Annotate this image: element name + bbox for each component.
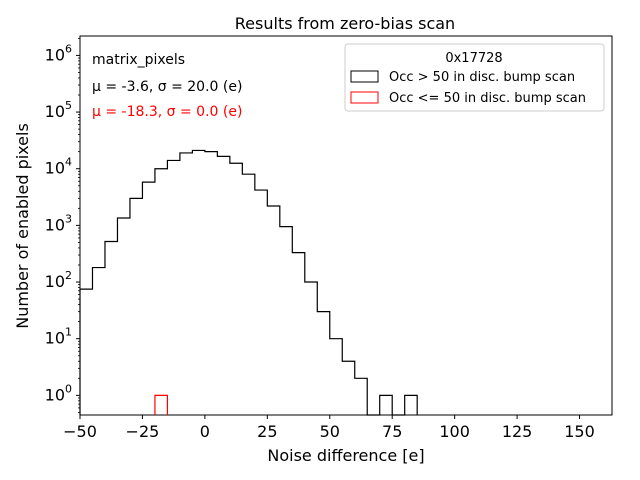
x-tick-label: 75: [382, 422, 402, 441]
histogram-bin: [405, 395, 417, 415]
histogram-bin: [167, 160, 179, 415]
y-tick-label: 104: [45, 156, 72, 178]
legend-title: 0x17728: [445, 51, 502, 66]
legend-swatch-red: [350, 91, 379, 104]
series-outline: [79, 149, 418, 416]
histogram-bin: [230, 163, 242, 415]
x-tick-label: −25: [126, 422, 160, 441]
histogram-bin: [355, 378, 367, 415]
x-tick-label: 125: [502, 422, 533, 441]
x-tick-label: 150: [564, 422, 595, 441]
histogram-bin: [192, 150, 204, 415]
y-axis: 100 101 102 103 104 105 106: [45, 37, 80, 413]
x-tick-label: 0: [200, 422, 210, 441]
histogram-bin: [342, 361, 354, 415]
series-occ-below-50: [154, 394, 169, 415]
histogram-bin: [92, 268, 104, 415]
histogram-bin: [80, 289, 92, 415]
histogram-bin: [305, 282, 317, 415]
x-tick-label: 25: [257, 422, 277, 441]
legend-label-black: Occ > 50 in disc. bump scan: [389, 70, 575, 85]
y-tick-label: 101: [45, 326, 72, 348]
y-tick-label: 102: [45, 269, 72, 291]
y-tick-label: 100: [45, 382, 72, 404]
histogram-bin: [155, 395, 167, 415]
stats-black-annotation: μ = -3.6, σ = 20.0 (e): [92, 79, 242, 95]
histogram-bin: [292, 253, 304, 415]
histogram-bin: [217, 156, 229, 415]
stats-red-annotation: μ = -18.3, σ = 0.0 (e): [92, 104, 242, 120]
histogram-bin: [330, 339, 342, 415]
legend-swatch-black: [350, 70, 379, 83]
series-outline: [154, 394, 169, 415]
histogram-bin: [180, 153, 192, 415]
series-layer: [79, 149, 418, 416]
legend: 0x17728 Occ > 50 in disc. bump scan Occ …: [344, 43, 605, 112]
histogram-bin: [105, 241, 117, 415]
x-tick-label: 50: [320, 422, 340, 441]
histogram-bin: [142, 182, 154, 415]
y-axis-title: Number of enabled pixels: [13, 123, 32, 329]
x-axis-title: Noise difference [e]: [267, 446, 424, 465]
histogram-bin: [317, 312, 329, 415]
histogram-bin: [280, 227, 292, 415]
histogram-bin: [117, 218, 129, 415]
legend-box: [344, 43, 605, 112]
histogram-bin: [380, 395, 392, 415]
series-occ-above-50: [79, 149, 418, 416]
histogram-bin: [205, 152, 217, 415]
x-tick-label: 100: [439, 422, 470, 441]
legend-label-red: Occ <= 50 in disc. bump scan: [389, 91, 586, 106]
chart-title: Results from zero-bias scan: [235, 14, 455, 33]
y-tick-label: 106: [45, 42, 72, 64]
y-tick-label: 103: [45, 212, 72, 234]
x-tick-label: −50: [63, 422, 97, 441]
x-axis: −50 −25 0 25 50 75 100 125 150: [63, 415, 595, 441]
histogram-bin: [267, 206, 279, 415]
histogram-bin: [255, 190, 267, 415]
histogram-bin: [130, 198, 142, 415]
histogram-bin: [242, 174, 254, 415]
group-annotation: matrix_pixels: [92, 52, 185, 68]
histogram-bin: [155, 169, 167, 415]
y-tick-label: 105: [45, 99, 72, 121]
